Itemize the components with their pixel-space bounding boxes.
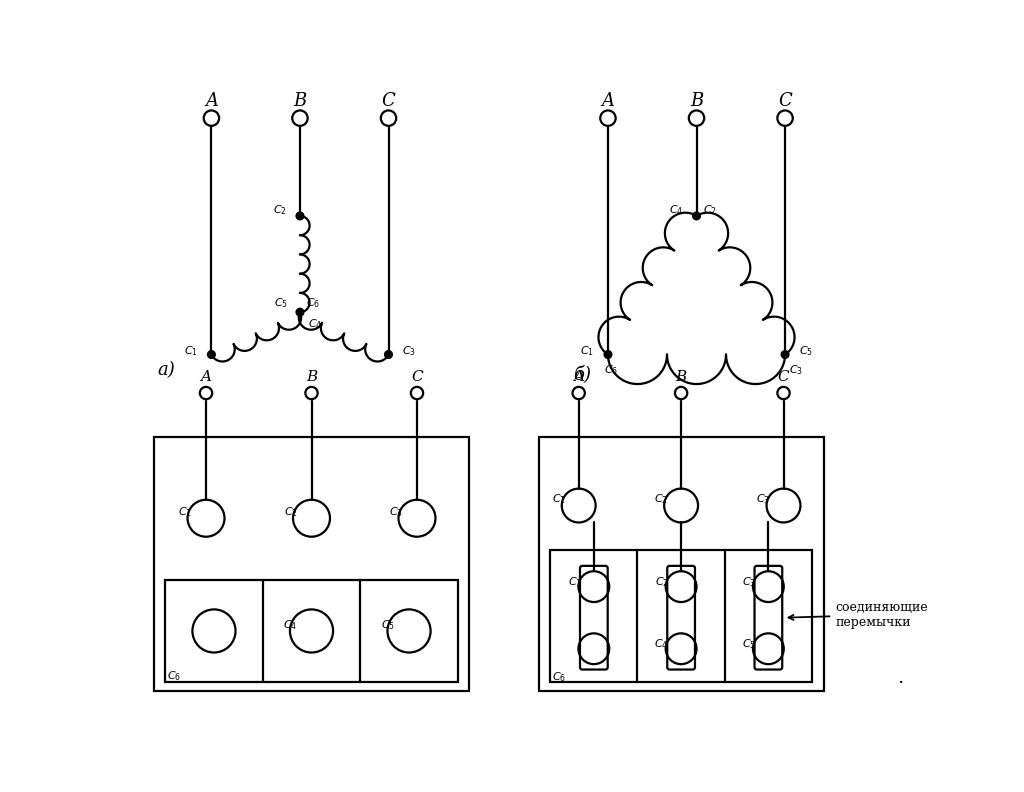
Text: $C_4$: $C_4$: [307, 317, 322, 330]
Bar: [539, 437, 823, 691]
Text: C: C: [778, 92, 792, 110]
Text: $C_1$: $C_1$: [183, 344, 198, 357]
Text: $C_2$: $C_2$: [273, 203, 287, 217]
Text: $C_5$: $C_5$: [742, 638, 756, 651]
Text: C: C: [382, 92, 395, 110]
Text: $C_3$: $C_3$: [788, 363, 803, 377]
Text: $C_5$: $C_5$: [274, 296, 289, 310]
Circle shape: [208, 351, 215, 358]
Text: $C_4$: $C_4$: [669, 203, 683, 217]
Bar: [550, 550, 812, 682]
Text: A: A: [601, 92, 614, 110]
Bar: [154, 437, 469, 691]
Text: $C_3$: $C_3$: [389, 505, 403, 519]
Text: $C_6$: $C_6$: [306, 296, 321, 310]
Text: $C_2$: $C_2$: [654, 493, 668, 506]
Text: $C_1$: $C_1$: [581, 344, 594, 357]
Bar: [165, 580, 458, 682]
Text: $C_2$: $C_2$: [702, 203, 717, 217]
Text: $C_1$: $C_1$: [567, 575, 582, 589]
Text: .: .: [897, 669, 903, 687]
Text: $C_6$: $C_6$: [167, 668, 181, 683]
Text: $C_1$: $C_1$: [552, 493, 565, 506]
Text: B: B: [676, 370, 687, 384]
Text: б): б): [573, 365, 591, 383]
Text: B: B: [690, 92, 703, 110]
Text: C: C: [777, 370, 790, 384]
Text: B: B: [306, 370, 317, 384]
Text: C: C: [412, 370, 423, 384]
Text: $C_4$: $C_4$: [284, 618, 298, 632]
Text: A: A: [201, 370, 212, 384]
Circle shape: [296, 308, 304, 316]
Text: $C_3$: $C_3$: [402, 344, 417, 357]
Text: $C_6$: $C_6$: [552, 670, 566, 684]
Circle shape: [296, 212, 304, 219]
Circle shape: [385, 351, 392, 358]
Text: $C_2$: $C_2$: [284, 505, 298, 519]
Text: $C_1$: $C_1$: [178, 505, 193, 519]
Text: $C_3$: $C_3$: [742, 575, 756, 589]
Text: $C_5$: $C_5$: [799, 344, 813, 357]
Text: B: B: [293, 92, 306, 110]
Text: A: A: [205, 92, 218, 110]
Circle shape: [604, 351, 611, 358]
Text: соединяющие
перемычки: соединяющие перемычки: [788, 601, 928, 629]
Text: a): a): [158, 361, 175, 379]
Text: $C_5$: $C_5$: [381, 618, 395, 632]
Text: $C_2$: $C_2$: [655, 575, 669, 589]
Text: A: A: [573, 370, 585, 384]
Circle shape: [781, 351, 788, 358]
Text: $C_6$: $C_6$: [604, 363, 618, 377]
Text: $C_4$: $C_4$: [654, 638, 669, 651]
Text: $C_3$: $C_3$: [757, 493, 770, 506]
Circle shape: [692, 212, 700, 219]
